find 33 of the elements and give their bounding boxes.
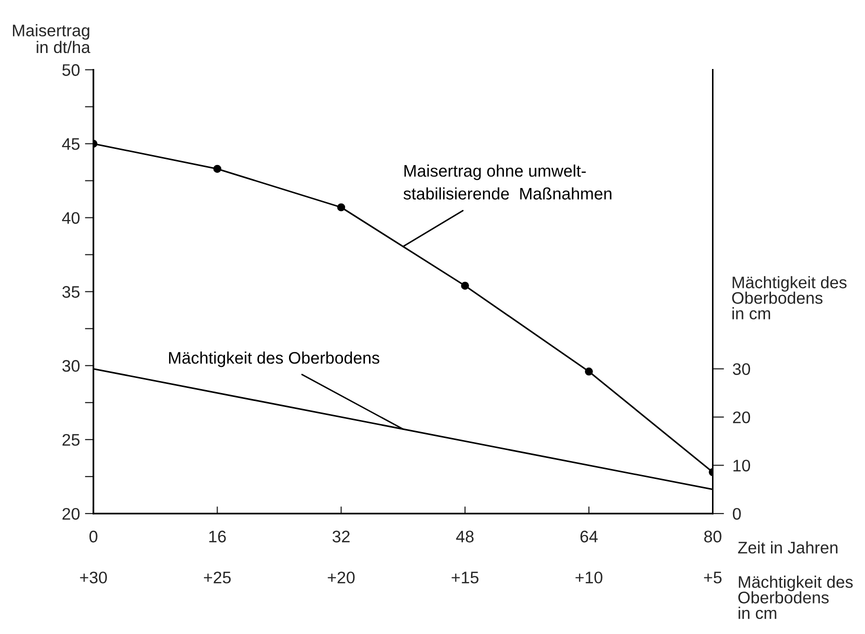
y-tick-label: 35 — [62, 286, 80, 298]
x-tick-label: 64 — [580, 530, 598, 542]
text: Maisertrag ohne umwelt- stabilisierende Maßnahmen — [404, 164, 612, 200]
y-tick-label: 30 — [62, 360, 80, 372]
point — [337, 203, 346, 212]
x-tick-label: 32 — [332, 530, 350, 542]
x-tick-label: 0 — [89, 530, 98, 542]
y-axis-title: Maisertrag in dt/ha — [12, 24, 90, 54]
x2-tick-label: +20 — [328, 572, 355, 584]
y-tick-label: 20 — [62, 508, 80, 520]
x2-tick-label: +25 — [204, 572, 231, 584]
y2-tick-label: 0 — [732, 508, 741, 520]
x2-tick-label: +15 — [452, 572, 478, 584]
x2-axis-title: Mächtigkeit des Oberbodens in cm — [738, 576, 853, 619]
x-tick-label: 16 — [209, 530, 226, 542]
x2-tick-label: +5 — [704, 572, 722, 584]
series-label: Mächtigkeit des Oberbodens — [169, 352, 380, 368]
y2-tick-label: 30 — [732, 363, 750, 376]
x-tick-label: 48 — [456, 530, 474, 542]
y-tick-label: 50 — [62, 64, 80, 76]
x2-tick-label: +30 — [80, 572, 107, 584]
x2-tick-label: +10 — [576, 572, 602, 584]
y2-axis-title: Mächtigkeit des Oberbodens in cm — [732, 276, 847, 320]
x-tick-label: 80 — [704, 530, 722, 542]
point — [584, 368, 593, 376]
y-tick-label: 40 — [62, 212, 80, 224]
x-axis-title: Zeit in Jahren — [738, 541, 838, 554]
y2-tick-label: 20 — [733, 411, 750, 424]
y2-tick-label: 10 — [733, 460, 750, 472]
y-tick-label: 25 — [62, 434, 80, 446]
point — [461, 282, 470, 290]
y-tick-label: 45 — [62, 138, 80, 150]
point — [213, 164, 222, 173]
